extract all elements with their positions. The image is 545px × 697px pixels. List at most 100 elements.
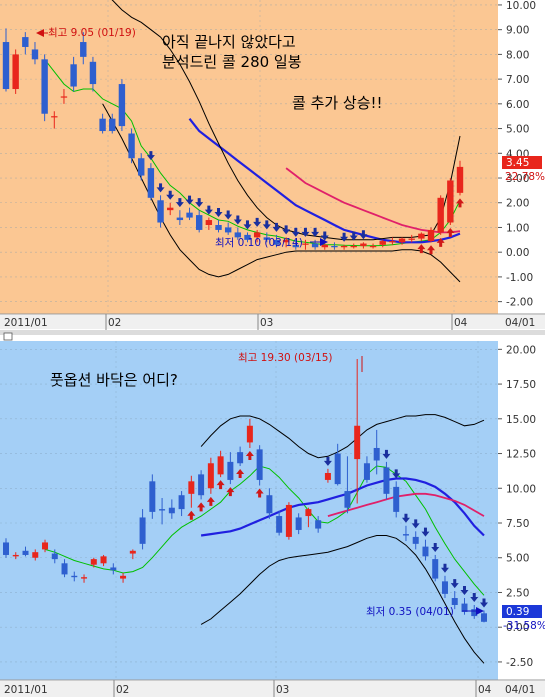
buy-arrow: [446, 227, 455, 237]
candle-body: [90, 559, 97, 565]
sell-arrow: [301, 227, 310, 237]
candle-body: [360, 243, 367, 247]
annotation-line-3: 콜 추가 상승!!: [292, 94, 383, 112]
x-tick-label: 04/01: [505, 684, 535, 696]
y-tick-label: 10.00: [506, 0, 536, 12]
candle-body: [3, 542, 9, 555]
x-axis-strip: [0, 315, 545, 329]
candle-body: [441, 581, 448, 594]
candle-body: [195, 215, 203, 230]
candle-body: [12, 54, 19, 90]
series-line-ma60: [327, 492, 485, 517]
x-tick-label: 03: [276, 684, 289, 696]
y-tick-label: 15.00: [506, 414, 536, 426]
buy-arrow: [456, 198, 464, 208]
sell-arrow: [204, 205, 213, 215]
candle-body: [456, 166, 464, 193]
candlesticks: [2, 28, 464, 250]
candle-body: [256, 449, 263, 480]
candle-body: [186, 212, 193, 218]
y-tick-label: 5.00: [506, 553, 529, 565]
x-tick-label: 04: [454, 317, 468, 329]
candle-body: [437, 197, 444, 233]
candle-body: [70, 64, 77, 87]
candle-body: [263, 237, 271, 240]
buy-arrow: [206, 496, 215, 506]
candle-body: [389, 241, 396, 243]
annotation-line-1: 풋옵션 바닥은 어디?: [50, 371, 178, 389]
candle-body: [109, 118, 116, 132]
candle-body: [176, 217, 184, 221]
candle-body: [398, 238, 406, 243]
candle-body: [159, 509, 166, 511]
sell-arrow: [262, 220, 271, 230]
sell-arrow: [233, 215, 242, 225]
low-pointer-arrow: [320, 238, 328, 246]
candle-body: [350, 246, 357, 248]
put-option-panel[interactable]: 20.00 17.50 15.00 12.50 10.00 7.50 5.00 2.50 0.0…: [0, 330, 545, 697]
series-line-bb-upper: [111, 0, 461, 241]
candle-body: [253, 232, 261, 238]
candle-body: [481, 613, 487, 622]
plot-background: [0, 341, 498, 680]
signal-arrows: [36, 29, 464, 255]
candle-body: [447, 180, 454, 223]
y-tick-label: 2.00: [506, 198, 529, 210]
y-tick-label: 10.00: [506, 483, 536, 495]
sell-arrow: [272, 222, 281, 232]
last-price-box: [502, 605, 542, 618]
sell-arrow: [166, 190, 175, 200]
last-price: 0.39: [506, 606, 529, 618]
last-price-box: [502, 156, 542, 169]
candle-body: [71, 575, 78, 578]
candle-body: [207, 463, 214, 489]
panel-window-icon[interactable]: [3, 332, 13, 341]
y-tick-label: 20.00: [506, 344, 536, 356]
sell-arrow: [340, 232, 349, 242]
last-change: -31.58%: [503, 620, 545, 632]
call-option-panel[interactable]: 10.009.008.007.006.005.004.003.002.001.0…: [0, 0, 545, 330]
sell-arrow: [431, 542, 440, 552]
candle-body: [188, 481, 195, 494]
candle-body: [168, 507, 175, 514]
candle-body: [205, 220, 213, 225]
buy-arrow: [216, 480, 225, 490]
y-tick-label: 3.00: [506, 173, 529, 185]
annotation-line-2: 분석드린 콜 280 일봉: [162, 53, 302, 71]
candle-body: [99, 118, 106, 132]
sell-arrow: [440, 563, 449, 573]
candle-body: [178, 495, 185, 510]
candle-body: [373, 447, 380, 461]
candle-body: [285, 504, 292, 537]
last-price: 3.45: [506, 157, 529, 169]
sell-arrow: [311, 227, 320, 237]
low-label: 최저 0.10 (03/14): [215, 237, 303, 249]
candle-body: [234, 232, 242, 238]
buy-arrow: [436, 237, 445, 247]
low-pointer-arrow: [476, 607, 484, 615]
candle-body: [402, 534, 409, 536]
x-axis: 2011/01 02 03 04 04/01: [4, 314, 535, 330]
buy-arrow: [255, 488, 264, 498]
candle-body: [157, 200, 164, 223]
sell-arrow: [349, 231, 358, 241]
low-label: 최저 0.35 (04/01): [366, 606, 454, 618]
candle-body: [167, 207, 174, 211]
candle-body: [471, 609, 478, 617]
last-change: 22.78%: [505, 171, 545, 183]
candle-body: [198, 474, 205, 496]
candle-body: [340, 246, 348, 248]
x-tick-label: 2011/01: [4, 684, 48, 696]
buy-arrow: [197, 502, 206, 512]
candle-body: [369, 246, 377, 248]
candle-body: [427, 229, 435, 242]
sell-arrow: [156, 183, 165, 193]
candle-body: [118, 84, 126, 127]
sell-arrow: [382, 449, 391, 459]
candle-body: [100, 556, 107, 564]
y-tick-label: 7.50: [506, 518, 529, 530]
candle-body: [22, 550, 29, 555]
candle-body: [42, 542, 49, 550]
candle-body: [128, 133, 135, 159]
candle-body: [422, 546, 429, 557]
